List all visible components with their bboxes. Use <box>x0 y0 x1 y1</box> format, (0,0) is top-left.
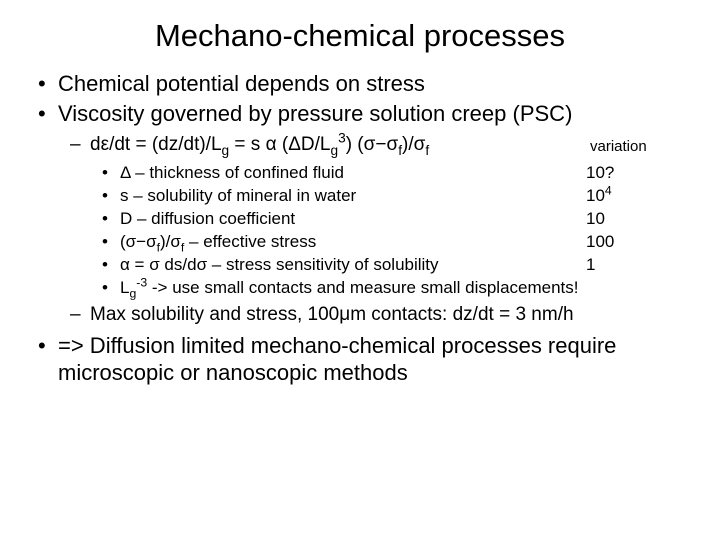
equation-line: dε/dt = (dz/dt)/Lg = s α (ΔD/Lg3) (σ−σf)… <box>90 133 690 299</box>
sub-list: dε/dt = (dz/dt)/Lg = s α (ΔD/Lg3) (σ−σf)… <box>58 133 690 328</box>
param-effective-stress: (σ−σf)/σf – effective stress 100 <box>120 231 690 253</box>
param-list: Δ – thickness of confined fluid 10? s – … <box>90 162 690 300</box>
param-alpha: α = σ ds/dσ – stress sensitivity of solu… <box>120 254 690 276</box>
bullet-viscosity-text: Viscosity governed by pressure solution … <box>58 101 572 126</box>
bullet-viscosity: Viscosity governed by pressure solution … <box>58 100 690 328</box>
param-Lg: Lg-3 -> use small contacts and measure s… <box>120 277 690 299</box>
param-solubility-var: 104 <box>586 185 690 207</box>
bullet-conclusion: => Diffusion limited mechano-chemical pr… <box>58 332 690 387</box>
param-delta: Δ – thickness of confined fluid 10? <box>120 162 690 184</box>
param-diffusion: D – diffusion coefficient 10 <box>120 208 690 230</box>
bullet-list: Chemical potential depends on stress Vis… <box>30 70 690 387</box>
bullet-chemical-potential: Chemical potential depends on stress <box>58 70 690 98</box>
param-solubility: s – solubility of mineral in water 104 <box>120 185 690 207</box>
max-solubility-line: Max solubility and stress, 100μm contact… <box>90 303 690 328</box>
slide-title: Mechano-chemical processes <box>30 18 690 54</box>
param-delta-var: 10? <box>586 162 690 184</box>
variation-header: variation <box>590 133 690 158</box>
param-diffusion-var: 10 <box>586 208 690 230</box>
param-stress-var: 100 <box>586 231 690 253</box>
param-alpha-var: 1 <box>586 254 690 276</box>
equation-text: dε/dt = (dz/dt)/Lg = s α (ΔD/Lg3) (σ−σf)… <box>90 133 429 158</box>
